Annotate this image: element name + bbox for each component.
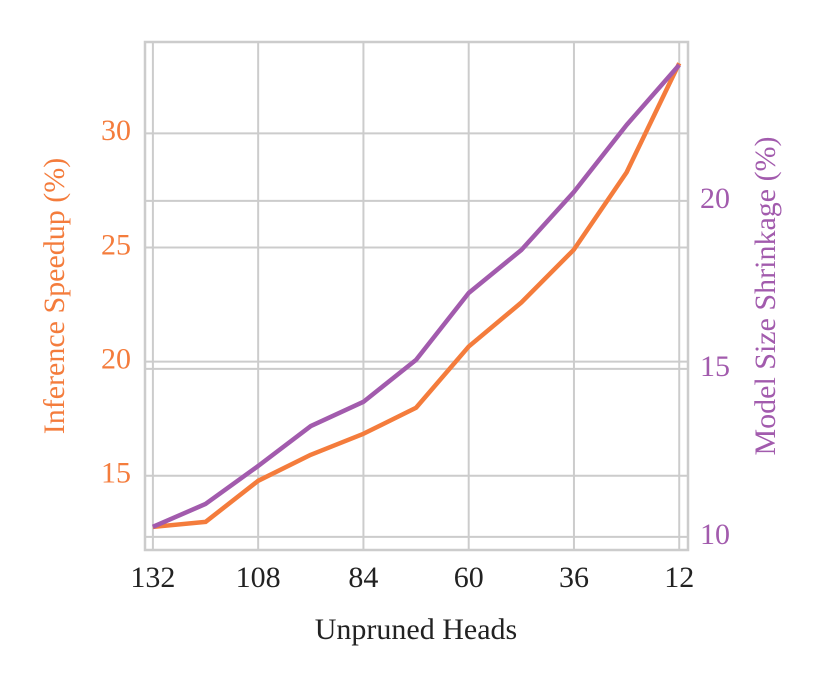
x-tick-label: 132 xyxy=(130,561,175,594)
x-tick-label: 12 xyxy=(664,561,694,594)
y-tick-label: 25 xyxy=(101,228,131,261)
series-line xyxy=(152,62,682,530)
y2-tick-label: 10 xyxy=(700,518,730,551)
x-axis-label: Unpruned Heads xyxy=(315,613,517,646)
y2-tick-label: 20 xyxy=(700,182,730,215)
y2-tick-label: 15 xyxy=(700,350,730,383)
y-tick-label: 15 xyxy=(101,457,131,490)
y2-axis-label: Model Size Shrinkage (%) xyxy=(749,136,782,455)
x-tick-label: 36 xyxy=(559,561,589,594)
series-line xyxy=(151,63,681,529)
y-tick-label: 30 xyxy=(101,114,131,147)
x-tick-label: 108 xyxy=(236,561,281,594)
plot-frame xyxy=(143,40,690,552)
y-axis-label: Inference Speedup (%) xyxy=(38,158,71,435)
x-tick-label: 84 xyxy=(348,561,378,594)
x-tick-label: 60 xyxy=(454,561,484,594)
y-tick-label: 20 xyxy=(101,343,131,376)
